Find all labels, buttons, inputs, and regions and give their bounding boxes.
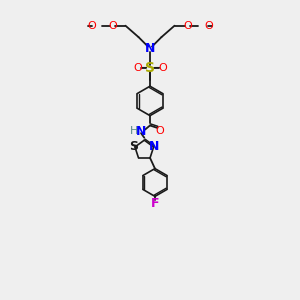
Text: O: O xyxy=(204,21,213,31)
Text: H: H xyxy=(130,126,138,136)
Text: N: N xyxy=(149,140,160,154)
Text: O: O xyxy=(183,21,192,31)
Text: O: O xyxy=(87,21,96,31)
Text: N: N xyxy=(136,125,146,138)
Text: O: O xyxy=(158,63,167,73)
Text: N: N xyxy=(145,42,155,55)
Text: S: S xyxy=(130,140,139,154)
Text: O: O xyxy=(108,21,117,31)
Text: O: O xyxy=(155,126,164,136)
Text: O: O xyxy=(134,63,142,73)
Text: S: S xyxy=(145,61,155,75)
Text: F: F xyxy=(151,197,159,210)
